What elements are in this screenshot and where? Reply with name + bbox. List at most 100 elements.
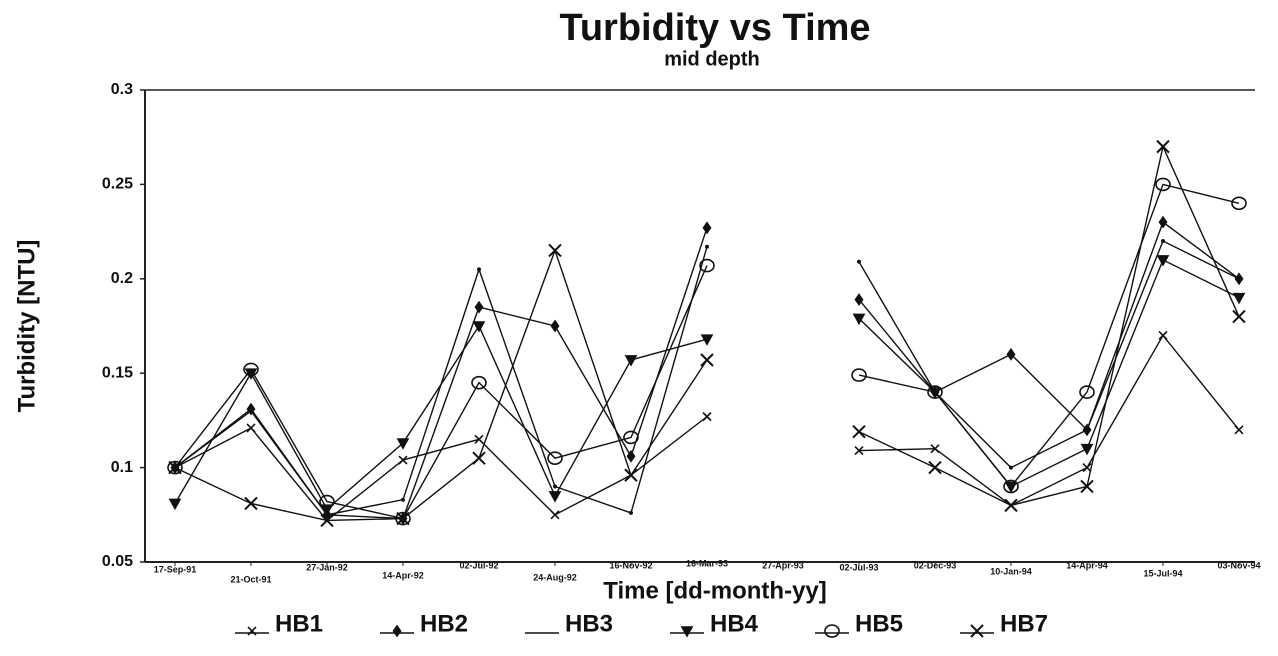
series: [168, 255, 1246, 516]
point: [1085, 427, 1090, 432]
x-tick-label: 21-Oct-91: [230, 574, 271, 584]
x-tick-label: 10-Jan-94: [990, 566, 1032, 576]
x-tick-label: 17-Sep-91: [154, 564, 197, 574]
point: [474, 300, 484, 314]
y-tick-label: 0.05: [102, 553, 133, 570]
point: [1237, 276, 1242, 281]
point: [927, 385, 943, 399]
point: [854, 446, 864, 456]
legend-label: HB2: [420, 610, 468, 637]
point: [1004, 498, 1018, 513]
point: [552, 484, 557, 489]
x-tick-label: 27-Apr-93: [762, 560, 804, 570]
point: [396, 511, 410, 526]
series: [173, 239, 1242, 517]
point: [680, 626, 694, 638]
point: [624, 468, 638, 482]
point: [1006, 347, 1016, 361]
point: [700, 334, 714, 346]
point: [168, 460, 182, 475]
point: [472, 451, 486, 465]
point: [548, 491, 562, 503]
x-tick-label: 27-Jan-92: [306, 562, 348, 572]
point: [1161, 239, 1166, 244]
point: [930, 444, 940, 454]
series: [167, 177, 1247, 526]
point: [824, 624, 840, 638]
point: [247, 626, 257, 636]
x-tick-label: 16-Mar-93: [686, 558, 728, 568]
point: [1234, 425, 1244, 435]
point: [1082, 463, 1092, 473]
point: [472, 321, 486, 333]
point: [628, 510, 633, 515]
point: [1232, 292, 1246, 305]
point: [852, 313, 866, 326]
point: [704, 244, 709, 249]
point: [550, 510, 560, 520]
point: [474, 434, 484, 444]
chart-subtitle: mid depth: [664, 48, 760, 70]
point: [626, 449, 636, 463]
legend-label: HB1: [275, 610, 323, 637]
point: [1080, 443, 1094, 456]
y-tick-label: 0.2: [111, 270, 133, 287]
point: [1232, 309, 1246, 324]
series-line: [174, 258, 1240, 511]
legend-label: HB3: [565, 610, 613, 637]
chart-title: Turbidity vs Time: [559, 7, 870, 49]
point: [1231, 196, 1247, 211]
point: [854, 293, 864, 306]
series-line: [174, 183, 1240, 520]
x-tick-label: 02-Jul-93: [839, 562, 878, 572]
point: [970, 624, 984, 638]
point: [249, 408, 254, 413]
point: [319, 494, 335, 509]
point: [1158, 330, 1168, 341]
point: [547, 451, 563, 465]
point: [476, 267, 481, 272]
point: [702, 221, 712, 235]
legend-marker: [970, 624, 984, 638]
legend-marker: [392, 624, 402, 638]
series-line: [174, 334, 1240, 522]
point: [246, 423, 256, 433]
y-axis-label: Turbidity [NTU]: [13, 240, 40, 413]
x-tick-label: 14-Apr-94: [1066, 560, 1108, 570]
point: [851, 368, 867, 382]
point: [699, 258, 715, 273]
point: [398, 455, 408, 465]
legend-label: HB4: [710, 610, 759, 637]
point: [856, 259, 861, 264]
point: [548, 243, 562, 258]
point: [244, 496, 258, 511]
point: [392, 624, 402, 638]
y-tick-label: 0.15: [102, 364, 133, 381]
point: [168, 498, 182, 511]
point: [624, 355, 638, 367]
point: [1003, 479, 1019, 494]
y-tick-label: 0.25: [102, 176, 133, 193]
series-line: [174, 144, 1240, 522]
point: [928, 460, 942, 475]
x-tick-label: 16-Nov-92: [609, 560, 652, 570]
x-tick-label: 03-Nov-94: [1217, 560, 1260, 570]
y-tick-label: 0.1: [111, 459, 133, 476]
point: [167, 460, 183, 475]
point: [396, 438, 410, 450]
point: [243, 362, 259, 377]
y-tick-label: 0.3: [111, 81, 133, 98]
point: [550, 319, 560, 333]
series-line: [174, 221, 1240, 520]
legend-marker: [824, 624, 840, 638]
point: [852, 425, 866, 439]
point: [320, 513, 334, 528]
x-tick-label: 02-Jul-92: [459, 560, 498, 570]
point: [1156, 255, 1170, 267]
x-tick-label: 14-Apr-92: [382, 570, 424, 580]
x-axis-label: Time [dd-month-yy]: [603, 577, 827, 604]
point: [471, 375, 487, 390]
point: [702, 412, 712, 422]
legend-label: HB7: [1000, 610, 1048, 637]
point: [1079, 385, 1095, 399]
